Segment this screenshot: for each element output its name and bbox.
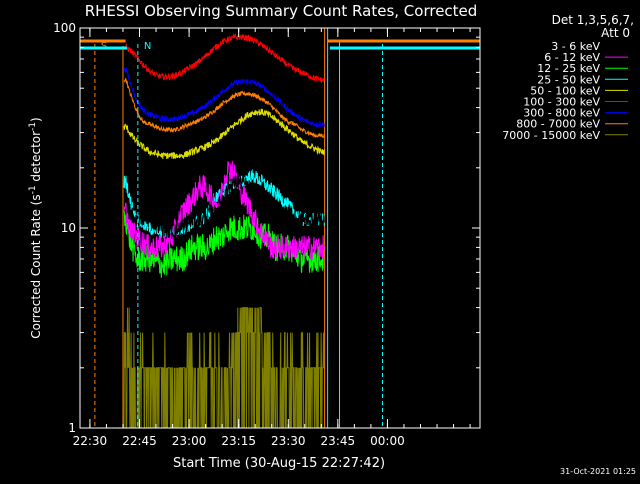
- legend-label: 100 - 300 keV: [523, 96, 600, 109]
- series-25to50keV-keV: [123, 168, 325, 239]
- legend-label: 6 - 12 keV: [544, 51, 600, 64]
- x-tick-label: 00:00: [370, 434, 405, 448]
- x-tick-label: 22:30: [73, 434, 108, 448]
- series-3to6keV-keV: [123, 174, 325, 240]
- chart-title: RHESSI Observing Summary Count Rates, Co…: [85, 2, 478, 20]
- x-tick-label: 23:30: [271, 434, 306, 448]
- x-tick-label: 23:15: [221, 434, 256, 448]
- legend-label: 3 - 6 keV: [551, 40, 600, 53]
- legend-label: 50 - 100 keV: [530, 84, 600, 97]
- legend-header-attenuator: Att 0: [601, 26, 630, 40]
- series-100to300keV-keV: [123, 33, 325, 83]
- legend-label: 800 - 7000 keV: [516, 118, 600, 131]
- series-300to800keV-keV: [123, 67, 325, 129]
- series-800to7000keV-keV: [123, 78, 325, 138]
- legend-label: 25 - 50 keV: [537, 73, 600, 86]
- x-tick-label: 23:45: [321, 434, 356, 448]
- series-7000to15000keV-keV: [123, 307, 325, 428]
- axes: 1 10 100 22:30 22:45 23:00 23:15 23:30 23:45 00:0…: [53, 21, 481, 448]
- y-tick-label: 100: [53, 21, 76, 35]
- legend-label: 7000 - 15000 keV: [502, 129, 600, 142]
- marker-label-n: N: [144, 41, 151, 52]
- x-tick-label: 23:00: [172, 434, 207, 448]
- render-timestamp: 31-Oct-2021 01:25: [560, 467, 636, 476]
- x-axis-label: Start Time (30-Aug-15 22:27:42): [173, 456, 385, 471]
- x-tick-label: 22:45: [122, 434, 157, 448]
- legend-label: 12 - 25 keV: [537, 62, 600, 75]
- y-axis-label: Corrected Count Rate (s-1 detector-1): [28, 117, 43, 338]
- legend-header-detectors: Det 1,3,5,6,7,: [552, 13, 634, 27]
- y-tick-label: 10: [61, 221, 76, 235]
- y-tick-label: 1: [68, 421, 76, 435]
- series-group: [122, 28, 341, 428]
- series-50to100keV-keV: [123, 108, 325, 160]
- attenuator-markers: SN: [80, 39, 480, 428]
- legend-label: 300 - 800 keV: [523, 107, 600, 120]
- plot-area: [122, 28, 341, 428]
- series-6to12keV-keV: [123, 160, 325, 260]
